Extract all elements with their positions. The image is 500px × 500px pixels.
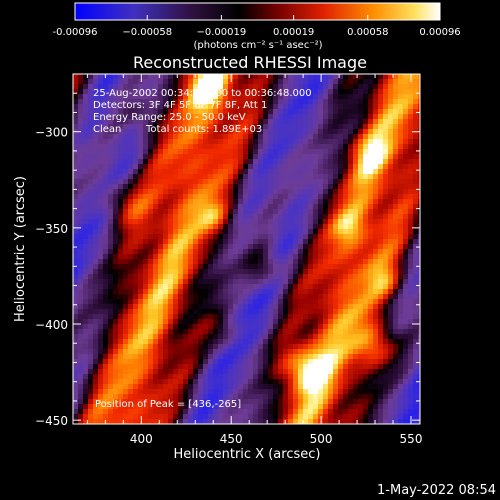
y-axis-label: Heliocentric Y (arcsec) bbox=[13, 176, 28, 322]
annotation-peak: Position of Peak = [436,-265] bbox=[95, 399, 241, 410]
chart-title: Reconstructed RHESSI Image bbox=[133, 53, 367, 72]
x-axis: 400 450 500 550 bbox=[86, 74, 423, 446]
x-tick-label: 550 bbox=[400, 432, 423, 446]
footer-timestamp: 1-May-2022 08:54 bbox=[377, 483, 496, 498]
annotation-detectors: Detectors: 3F 4F 5F 6F 7F 8F, Att 1 bbox=[93, 100, 267, 111]
colorbar-tick-label: 0.00019 bbox=[273, 27, 314, 38]
colorbar bbox=[74, 2, 441, 21]
y-tick-label: −350 bbox=[35, 222, 68, 236]
y-tick-label: −400 bbox=[35, 318, 68, 332]
colorbar-ticks: -0.00096 −0.00058 −0.00019 0.00019 0.00058 0.… bbox=[53, 15, 461, 38]
x-tick-label: 450 bbox=[220, 432, 243, 446]
x-tick-label: 500 bbox=[310, 432, 333, 446]
annotation-time-range: 25-Aug-2002 00:34:28.000 to 00:36:48.000 bbox=[93, 88, 312, 99]
colorbar-tick-label: −0.00058 bbox=[122, 27, 172, 38]
annotation-method: Clean bbox=[93, 124, 121, 135]
heatmap-image bbox=[73, 74, 420, 424]
plot-frame bbox=[72, 73, 421, 425]
colorbar-tick-label: −0.00019 bbox=[197, 27, 247, 38]
x-tick-label: 400 bbox=[130, 432, 153, 446]
annotation-energy: Energy Range: 25.0 - 50.0 keV bbox=[93, 112, 246, 123]
y-tick-label: −450 bbox=[35, 414, 68, 428]
annotation-counts: Total counts: 1.89E+03 bbox=[145, 124, 262, 135]
colorbar-tick-label: 0.00058 bbox=[347, 27, 388, 38]
colorbar-unit: (photons cm⁻² s⁻¹ asec⁻²) bbox=[193, 40, 322, 51]
colorbar-tick-label: -0.00096 bbox=[53, 27, 98, 38]
y-axis: −300 −350 −400 −450 bbox=[35, 73, 420, 428]
y-tick-label: −300 bbox=[35, 126, 68, 140]
colorbar-tick-label: 0.00096 bbox=[419, 27, 460, 38]
x-axis-label: Heliocentric X (arcsec) bbox=[174, 447, 321, 462]
